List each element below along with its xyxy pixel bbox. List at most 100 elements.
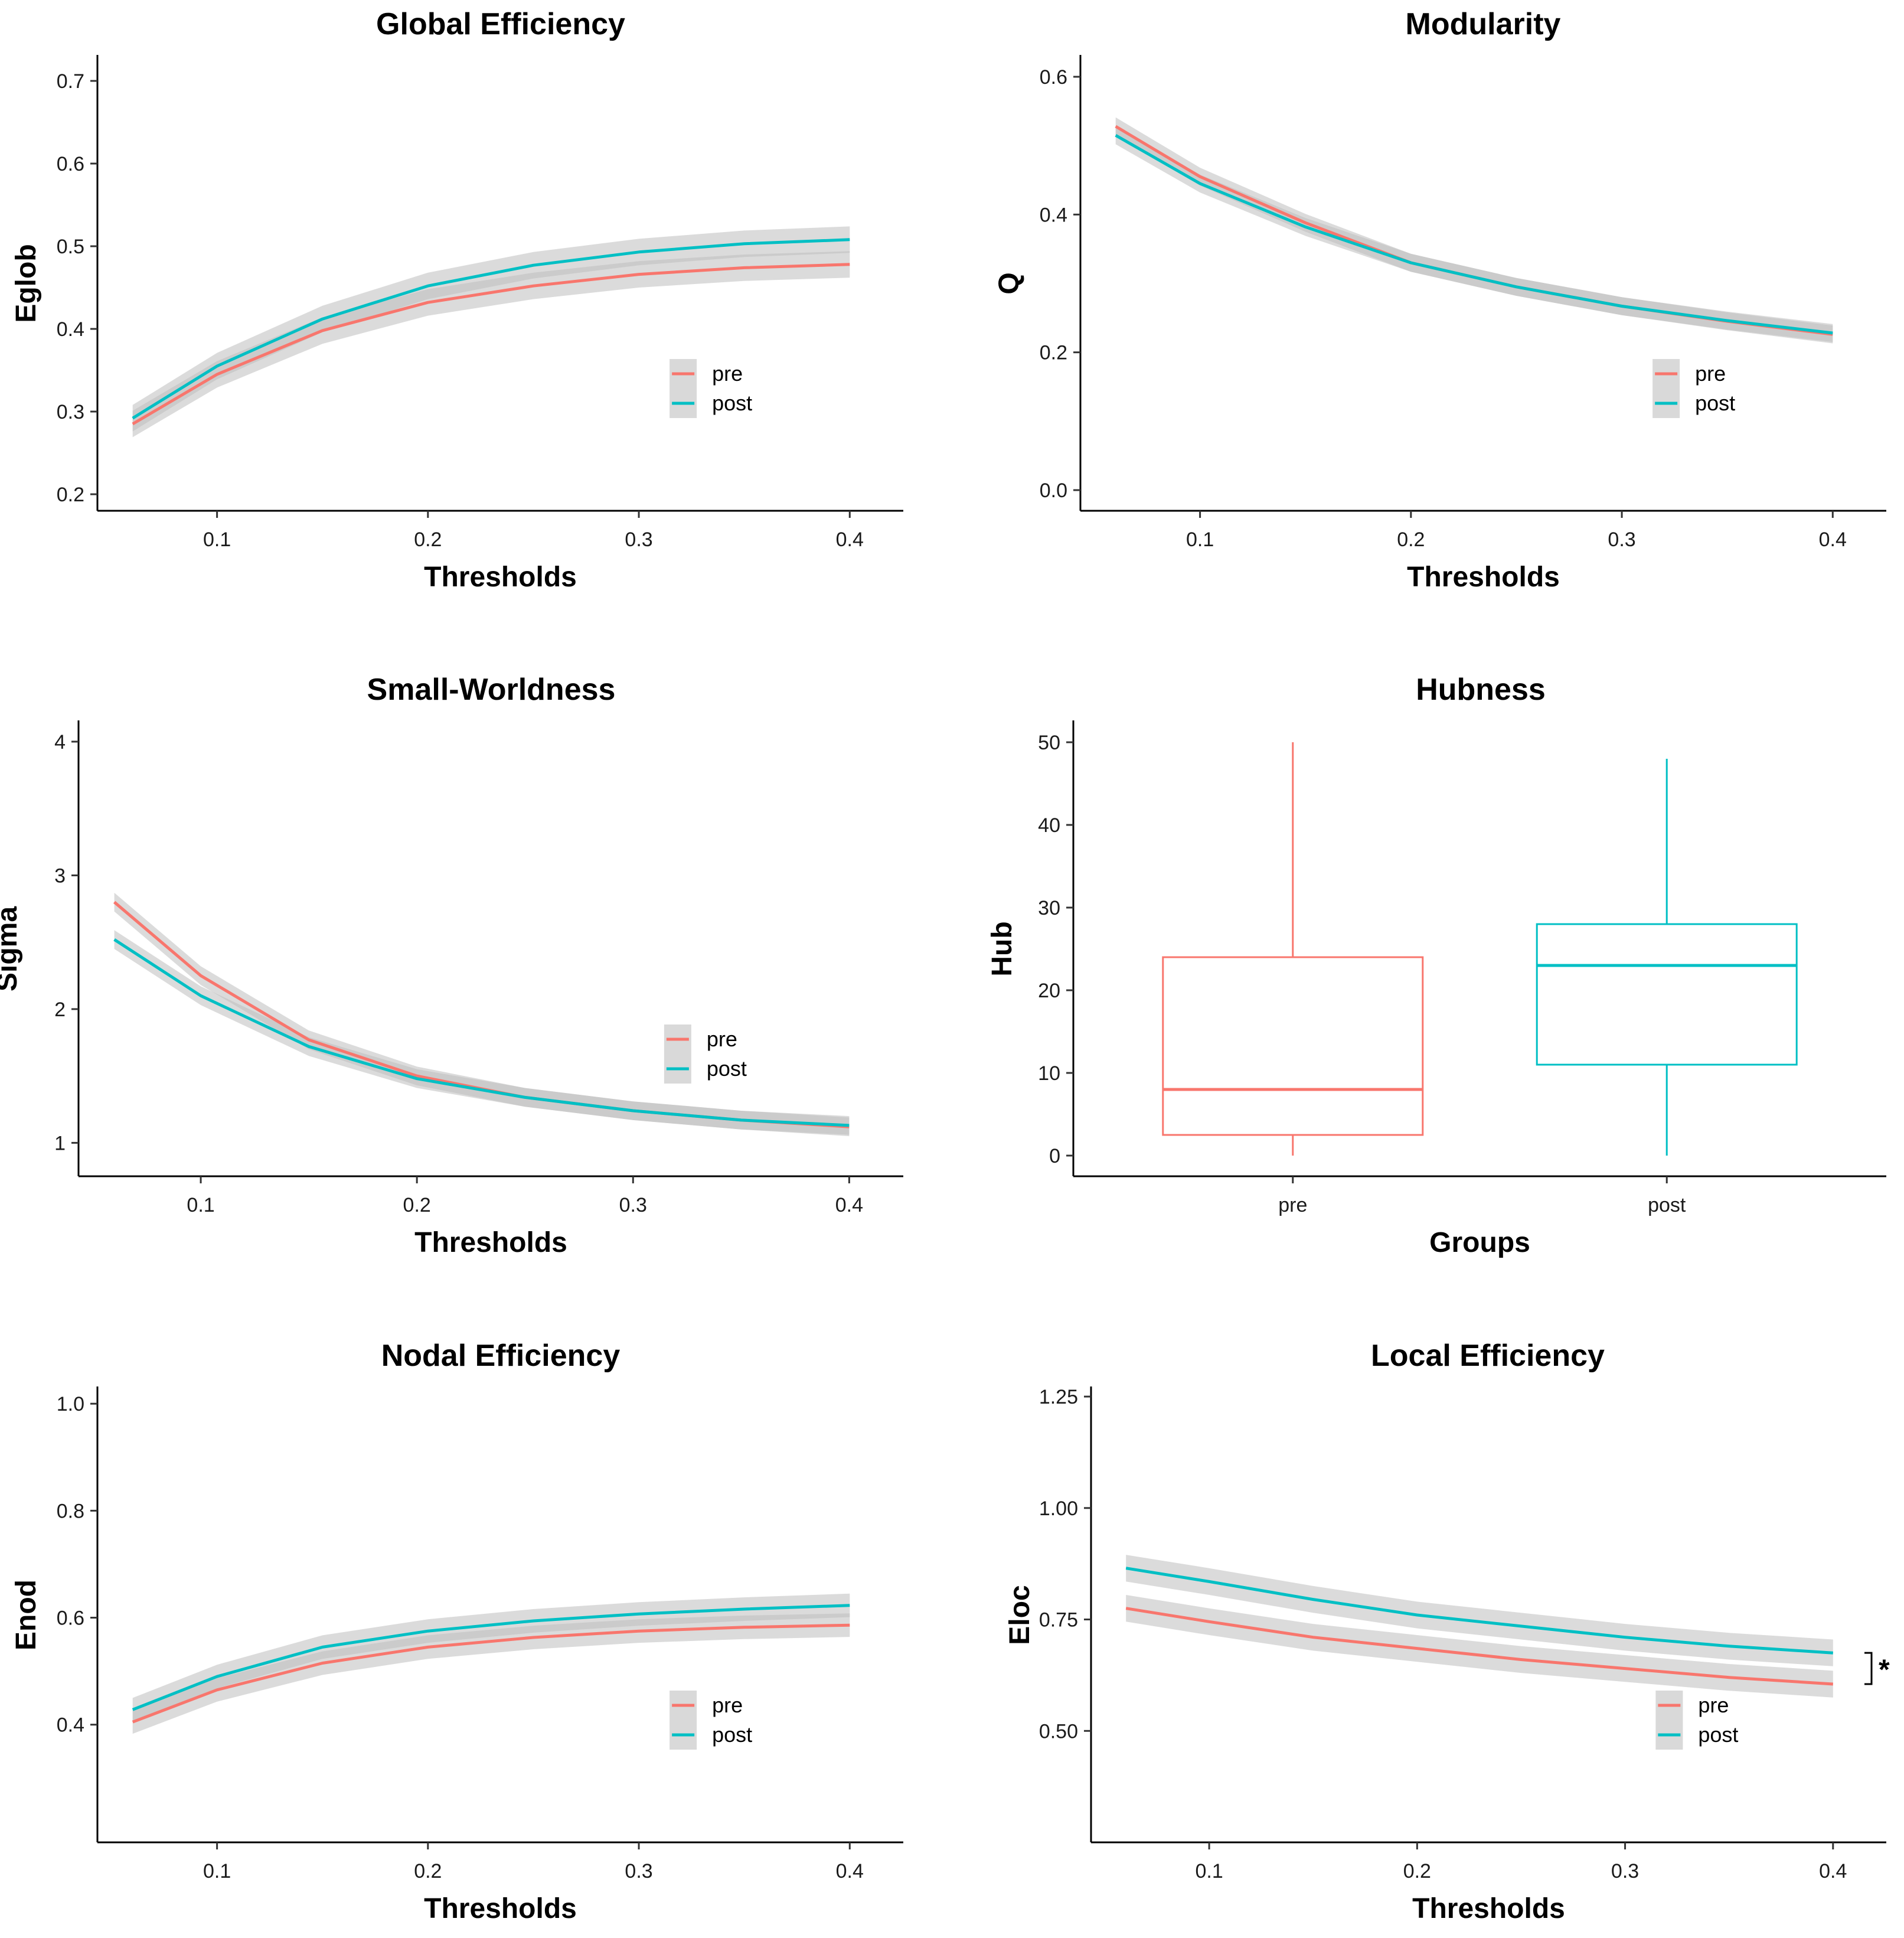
- modularity-x-tick-label: 0.1: [1186, 528, 1214, 551]
- local-efficiency-line-post: [1125, 1567, 1833, 1655]
- hubness-panel: Hubness 0 10 20 30 40 50 Hub Groups pre post: [987, 673, 1886, 1258]
- modularity-ylabel: Q: [994, 272, 1025, 294]
- nodal-efficiency-y-tick-label: 0.4: [57, 1714, 84, 1737]
- nodal-efficiency-y-tick-label: 1.0: [57, 1393, 84, 1415]
- modularity-ci-ribbon-post: [1115, 126, 1833, 342]
- modularity-panel: Modularity 0.0 0.2 0.4 0.6 Q Thresholds 0.1 0.2 0…: [994, 7, 1886, 593]
- small-worldness-x-tick-label: 0.3: [619, 1194, 647, 1216]
- modularity-line-pre: [1115, 125, 1833, 336]
- global-efficiency-y-tick-label: 0.2: [57, 484, 84, 506]
- hubness-y-tick-label: 10: [1038, 1062, 1060, 1085]
- small-worldness-legend-label-pre: pre: [707, 1027, 737, 1051]
- hubness-box-pre: [1162, 956, 1424, 1136]
- nodal-efficiency-legend-label-pre: pre: [712, 1693, 743, 1717]
- small-worldness-y-tick-label: 1: [54, 1132, 66, 1154]
- small-worldness-y-tick-label: 3: [54, 864, 66, 887]
- global-efficiency-legend-label-post: post: [712, 391, 752, 415]
- nodal-efficiency-x-tick-label: 0.1: [203, 1860, 231, 1882]
- nodal-efficiency-x-tick-label: 0.2: [414, 1860, 442, 1882]
- modularity-x-tick-label: 0.4: [1819, 528, 1847, 551]
- small-worldness-x-tick-label: 0.1: [187, 1194, 214, 1216]
- modularity-y-tick-label: 0.4: [1040, 204, 1067, 226]
- small-worldness-title: Small-Worldness: [367, 673, 616, 707]
- modularity-title: Modularity: [1406, 7, 1561, 41]
- hubness-y-tick-label: 40: [1038, 814, 1060, 837]
- global-efficiency-title: Global Efficiency: [376, 7, 625, 41]
- nodal-efficiency-panel: Nodal Efficiency 0.4 0.6 0.8 1.0 Enod Threshol…: [11, 1339, 903, 1924]
- nodal-efficiency-y-tick-label: 0.8: [57, 1500, 84, 1522]
- nodal-efficiency-legend-label-post: post: [712, 1722, 752, 1747]
- hubness-y-tick-label: 30: [1038, 897, 1060, 919]
- hubness-y-tick-label: 20: [1038, 980, 1060, 1002]
- local-efficiency-significance-bracket: [1864, 1652, 1873, 1685]
- global-efficiency-y-tick-label: 0.3: [57, 401, 84, 423]
- local-efficiency-x-tick-label: 0.2: [1403, 1860, 1431, 1882]
- modularity-y-tick-label: 0.6: [1040, 66, 1067, 89]
- global-efficiency-panel: Global Efficiency 0.2 0.3 0.4 0.5 0.6 0.7 Eglob…: [11, 7, 903, 593]
- nodal-efficiency-ci-ribbon-post: [132, 1593, 850, 1722]
- modularity-legend-label-post: post: [1695, 391, 1735, 415]
- global-efficiency-legend-label-pre: pre: [712, 361, 743, 386]
- hubness-ylabel: Hub: [987, 921, 1018, 976]
- modularity-line-post: [1115, 134, 1833, 335]
- local-efficiency-panel: Local Efficiency 0.50 0.75 1.00 1.25 Eloc Thre…: [1004, 1339, 1890, 1924]
- nodal-efficiency-line-pre: [132, 1623, 850, 1724]
- global-efficiency-line-pre: [132, 263, 850, 426]
- small-worldness-line-post: [113, 938, 850, 1127]
- local-efficiency-xlabel: Thresholds: [1412, 1893, 1565, 1924]
- local-efficiency-significance-star: *: [1879, 1655, 1890, 1686]
- nodal-efficiency-y-tick-label: 0.6: [57, 1607, 84, 1630]
- local-efficiency-y-tick-label: 0.75: [1039, 1609, 1078, 1632]
- local-efficiency-y-tick-label: 1.00: [1039, 1497, 1078, 1520]
- local-efficiency-line-pre: [1125, 1607, 1833, 1686]
- small-worldness-ylabel: Sigma: [0, 906, 23, 991]
- nodal-efficiency-line-post: [132, 1604, 850, 1711]
- small-worldness-panel: Small-Worldness 1 2 3 4 Sigma Thresholds 0.1 0.2…: [0, 673, 903, 1258]
- modularity-xlabel: Thresholds: [1407, 562, 1560, 593]
- local-efficiency-ylabel: Eloc: [1004, 1585, 1036, 1645]
- modularity-legend-label-pre: pre: [1695, 361, 1726, 386]
- global-efficiency-ci-ribbon-post: [132, 226, 850, 432]
- local-efficiency-title: Local Efficiency: [1371, 1339, 1605, 1373]
- global-efficiency-x-tick-label: 0.4: [836, 528, 864, 551]
- global-efficiency-y-tick-label: 0.6: [57, 153, 84, 175]
- nodal-efficiency-title: Nodal Efficiency: [381, 1339, 620, 1373]
- global-efficiency-line-post: [132, 238, 850, 420]
- global-efficiency-x-tick-label: 0.3: [625, 528, 652, 551]
- local-efficiency-y-tick-label: 0.50: [1039, 1720, 1078, 1743]
- small-worldness-xlabel: Thresholds: [414, 1227, 567, 1258]
- hubness-y-tick-label: 50: [1038, 732, 1060, 754]
- small-worldness-legend-label-post: post: [707, 1056, 747, 1081]
- global-efficiency-y-tick-label: 0.7: [57, 70, 84, 93]
- global-efficiency-y-tick-label: 0.5: [57, 236, 84, 258]
- hubness-box-post: [1536, 923, 1798, 1066]
- global-efficiency-y-tick-label: 0.4: [57, 318, 84, 341]
- global-efficiency-x-tick-label: 0.1: [203, 528, 231, 551]
- modularity-y-tick-label: 0.2: [1040, 342, 1067, 364]
- local-efficiency-x-tick-label: 0.4: [1819, 1860, 1847, 1882]
- nodal-efficiency-ylabel: Enod: [11, 1580, 42, 1650]
- small-worldness-ci-ribbon-post: [114, 930, 850, 1135]
- modularity-x-tick-label: 0.3: [1608, 528, 1635, 551]
- modularity-y-tick-label: 0.0: [1040, 479, 1067, 502]
- global-efficiency-ylabel: Eglob: [11, 244, 42, 322]
- hubness-y-tick-label: 0: [1049, 1145, 1060, 1167]
- local-efficiency-x-tick-label: 0.3: [1611, 1860, 1639, 1882]
- modularity-x-tick-label: 0.2: [1397, 528, 1425, 551]
- local-efficiency-y-tick-label: 1.25: [1039, 1386, 1078, 1408]
- small-worldness-y-tick-label: 4: [54, 731, 66, 753]
- modularity-ci-ribbon-pre: [1115, 117, 1833, 344]
- small-worldness-x-tick-label: 0.2: [403, 1194, 431, 1216]
- local-efficiency-ci-ribbon-post: [1126, 1555, 1833, 1666]
- hubness-x-tick-label: pre: [1278, 1194, 1307, 1216]
- small-worldness-y-tick-label: 2: [54, 999, 66, 1021]
- local-efficiency-legend-label-post: post: [1698, 1722, 1738, 1747]
- local-efficiency-legend-label-pre: pre: [1698, 1693, 1729, 1717]
- global-efficiency-x-tick-label: 0.2: [414, 528, 442, 551]
- global-efficiency-xlabel: Thresholds: [424, 562, 577, 593]
- nodal-efficiency-x-tick-label: 0.4: [836, 1860, 864, 1882]
- hubness-x-tick-label: post: [1648, 1194, 1686, 1216]
- small-worldness-x-tick-label: 0.4: [835, 1194, 863, 1216]
- nodal-efficiency-xlabel: Thresholds: [424, 1893, 577, 1924]
